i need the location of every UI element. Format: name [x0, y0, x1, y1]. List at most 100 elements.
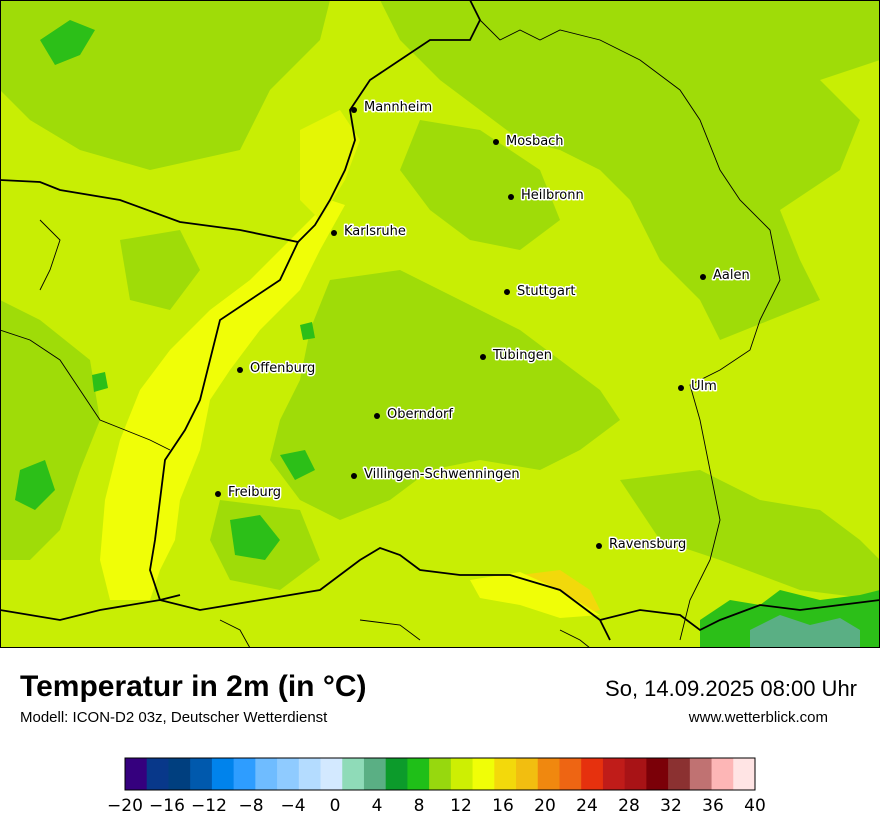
legend-swatches: [124, 757, 756, 791]
city-offenburg: Offenburg: [237, 360, 317, 378]
legend-swatch: [190, 758, 213, 790]
legend-swatch: [602, 758, 626, 790]
legend-tick-label: −12: [191, 796, 227, 816]
legend-swatch: [581, 758, 604, 790]
legend-tick-label: −8: [238, 796, 263, 816]
legend-swatch: [516, 758, 539, 790]
city-dot: [678, 385, 684, 391]
legend-swatch: [211, 758, 235, 790]
city-label: Aalen: [713, 268, 750, 283]
city-ulm: Ulm: [678, 378, 718, 396]
lake-constance: [470, 572, 600, 618]
city-dot: [374, 413, 380, 419]
legend-swatch: [277, 758, 300, 790]
rhine-valley-warm-north: [300, 110, 360, 220]
city-markers: Mannheim Mosbach Heilbronn Karlsruhe Aal…: [215, 99, 751, 554]
city-label: Oberndorf: [387, 407, 453, 422]
city-karlsruhe: Karlsruhe: [331, 223, 407, 241]
legend-tick-label: 36: [702, 796, 724, 816]
city-dot: [351, 107, 357, 113]
legend-swatch: [298, 758, 322, 790]
legend-swatch: [429, 758, 452, 790]
legend-swatch: [733, 758, 756, 790]
rhine-valley-warm: [100, 200, 345, 600]
city-label: Ulm: [691, 379, 717, 394]
legend-swatch: [407, 758, 430, 790]
city-dot: [700, 274, 706, 280]
city-label: Ravensburg: [609, 537, 686, 552]
city-label: Karlsruhe: [344, 224, 406, 239]
city-dot: [508, 194, 514, 200]
legend-tick-label: 24: [576, 796, 598, 816]
city-dot: [504, 289, 510, 295]
city-label: Freiburg: [228, 485, 281, 500]
city-dot: [215, 491, 221, 497]
legend-swatch: [255, 758, 278, 790]
city-label: Mosbach: [506, 134, 564, 149]
legend-tick-label: 28: [618, 796, 640, 816]
legend-swatch: [494, 758, 517, 790]
state-borders: [0, 19, 781, 648]
legend-swatch: [363, 758, 387, 790]
legend-tick-label: 0: [330, 796, 341, 816]
legend-swatch: [233, 758, 256, 790]
legend-tick-label: −4: [280, 796, 305, 816]
legend-swatch: [689, 758, 713, 790]
website-link[interactable]: www.wetterblick.com: [688, 709, 828, 726]
borders: [0, 0, 880, 641]
legend-swatch: [450, 758, 474, 790]
legend-swatch: [472, 758, 495, 790]
legend-swatch: [342, 758, 365, 790]
city-tuebingen: Tübingen: [480, 347, 554, 365]
city-label: Mannheim: [364, 100, 432, 115]
city-dot: [493, 139, 499, 145]
city-freiburg: Freiburg: [215, 484, 283, 502]
legend-ticks: −20 −16 −12 −8 −4 0 4 8 12 16 20 24 28 32 36 40: [107, 796, 766, 816]
legend-swatch: [537, 758, 560, 790]
city-dot: [331, 230, 337, 236]
city-dot: [237, 367, 243, 373]
legend-tick-label: 20: [534, 796, 556, 816]
legend-swatch: [125, 758, 148, 790]
map-title: Temperatur in 2m (in °C): [20, 670, 367, 703]
forecast-datetime: So, 14.09.2025 08:00 Uhr: [605, 676, 857, 701]
city-mosbach: Mosbach: [493, 133, 565, 151]
legend-swatch: [624, 758, 647, 790]
legend-tick-label: 40: [744, 796, 766, 816]
city-villingen-schwenningen: Villingen-Schwenningen: [351, 466, 521, 484]
legend-swatch: [385, 758, 408, 790]
city-mannheim: Mannheim: [351, 99, 434, 117]
legend-tick-label: 16: [492, 796, 514, 816]
legend-frame: [124, 757, 756, 791]
city-aalen: Aalen: [700, 267, 751, 285]
city-oberndorf: Oberndorf: [374, 406, 455, 424]
legend-tick-label: 8: [414, 796, 425, 816]
legend-swatch: [320, 758, 343, 790]
legend-tick-label: −16: [149, 796, 185, 816]
legend-tick-label: 4: [372, 796, 383, 816]
legend-swatch: [146, 758, 169, 790]
city-label: Offenburg: [250, 361, 315, 376]
city-dot: [351, 473, 357, 479]
legend-swatch: [559, 758, 582, 790]
legend-tick-label: 12: [450, 796, 472, 816]
cool-areas: [0, 0, 880, 600]
legend-swatch: [711, 758, 734, 790]
city-heilbronn: Heilbronn: [508, 187, 585, 205]
city-dot: [596, 543, 602, 549]
city-stuttgart: Stuttgart: [504, 283, 577, 301]
legend-tick-label: 32: [660, 796, 682, 816]
model-source: Modell: ICON-D2 03z, Deutscher Wetterdie…: [20, 709, 328, 726]
city-label: Tübingen: [492, 348, 552, 363]
temperature-map: Mannheim Mosbach Heilbronn Karlsruhe Aal…: [0, 0, 880, 648]
legend-swatch: [646, 758, 669, 790]
city-label: Stuttgart: [517, 284, 575, 299]
city-ravensburg: Ravensburg: [596, 536, 688, 554]
city-dot: [480, 354, 486, 360]
city-label: Villingen-Schwenningen: [364, 467, 520, 482]
legend-tick-label: −20: [107, 796, 143, 816]
city-label: Heilbronn: [521, 188, 584, 203]
legend-swatch: [668, 758, 691, 790]
legend-swatch: [168, 758, 191, 790]
alpine-cold-area: [750, 615, 860, 648]
